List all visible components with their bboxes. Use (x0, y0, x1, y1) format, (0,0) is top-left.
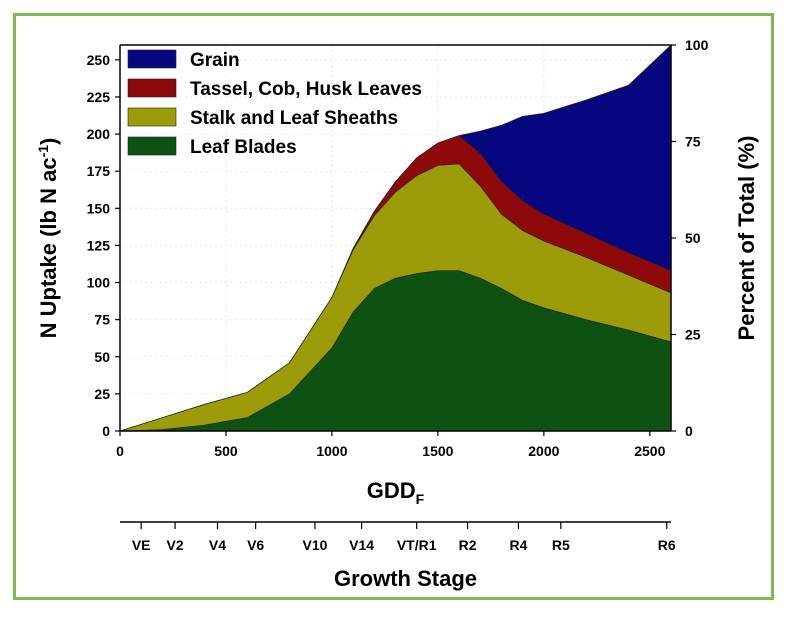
y2-tick-label: 75 (685, 134, 701, 150)
y-tick-label: 50 (94, 349, 110, 365)
growth-stage-axis: VE V2 V4 V6 V10 V14 VT/R1 R2 R4 R5 R6 (120, 521, 676, 553)
growth-stage-label: VE (132, 537, 151, 553)
legend-label-tassel-cob-husk-leaves: Tassel, Cob, Husk Leaves (190, 79, 422, 100)
x-tick-label: 0 (116, 443, 124, 459)
y2-tick-label: 50 (685, 230, 701, 246)
y-tick-label: 125 (87, 237, 111, 253)
y2-tick-label: 0 (685, 423, 693, 439)
x-tick-label: 2500 (634, 443, 665, 459)
y-tick-label: 100 (87, 275, 111, 291)
legend-swatch-tassel-cob-husk-leaves (127, 78, 177, 98)
growth-stage-label: V14 (349, 537, 374, 553)
y-tick-label: 225 (87, 89, 111, 105)
x-tick-label: 500 (214, 443, 238, 459)
growth-stage-title: Growth Stage (334, 566, 477, 591)
y-tick-label: 200 (87, 126, 111, 142)
growth-stage-label: V10 (303, 537, 328, 553)
y-tick-label: 150 (87, 200, 111, 216)
legend-swatch-stalk-and-leaf-sheaths (127, 107, 177, 127)
y2-axis-title: Percent of Total (%) (734, 136, 759, 341)
y-tick-label: 25 (94, 386, 110, 402)
x-axis-title: GDDF (367, 478, 425, 507)
growth-stage-label: VT/R1 (397, 537, 437, 553)
x-tick-label: 1500 (422, 443, 453, 459)
y2-tick-label: 100 (685, 37, 709, 53)
legend-swatch-grain (127, 49, 177, 69)
y-axis-title: N Uptake (lb N ac-1) (35, 138, 61, 339)
y-tick-label: 250 (87, 52, 111, 68)
legend: Grain Tassel, Cob, Husk Leaves Stalk and L… (127, 49, 422, 158)
growth-stage-label: V2 (167, 537, 184, 553)
growth-stage-label: R6 (658, 537, 676, 553)
x-tick-label: 1000 (316, 443, 347, 459)
legend-label-grain: Grain (190, 50, 240, 71)
legend-label-stalk-and-leaf-sheaths: Stalk and Leaf Sheaths (190, 108, 398, 129)
y-tick-label: 0 (102, 423, 110, 439)
legend-label-leaf-blades: Leaf Blades (190, 137, 297, 158)
growth-stage-label: R4 (509, 537, 527, 553)
growth-stage-label: R5 (552, 537, 570, 553)
growth-stage-label: V4 (209, 537, 226, 553)
y-tick-label: 175 (87, 163, 111, 179)
area-layer (119, 44, 672, 432)
y-tick-label: 75 (94, 312, 110, 328)
y2-tick-label: 25 (685, 327, 701, 343)
x-tick-label: 2000 (528, 443, 559, 459)
growth-stage-label: V6 (247, 537, 264, 553)
legend-swatch-leaf-blades (127, 136, 177, 156)
growth-stage-label: R2 (459, 537, 477, 553)
